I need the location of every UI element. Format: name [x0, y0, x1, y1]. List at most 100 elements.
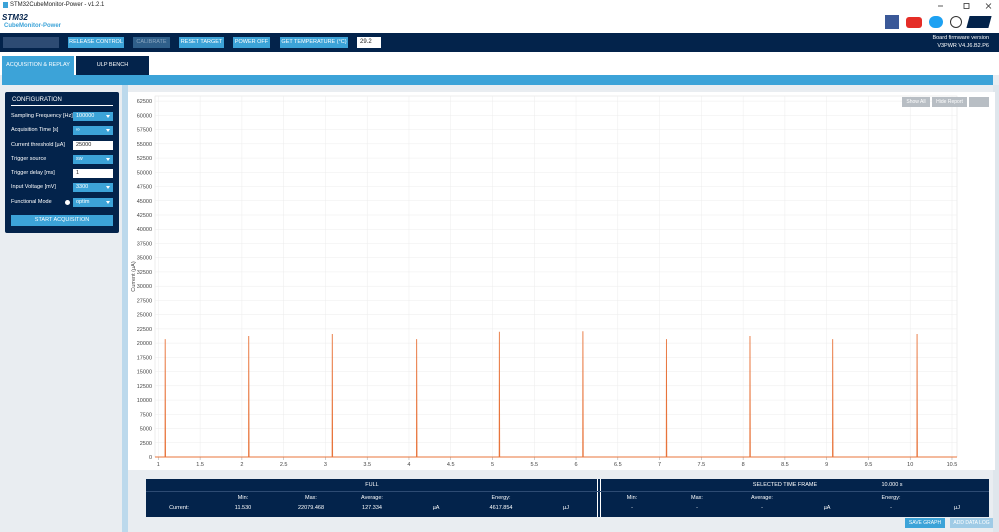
- stats-value: 22079.468: [298, 505, 324, 511]
- field-label: Current threshold [µA]: [11, 142, 65, 148]
- y-tick-label: 55000: [137, 142, 152, 148]
- panel-title: CONFIGURATION: [12, 97, 62, 103]
- release-control-button[interactable]: RELEASE CONTROL: [68, 37, 124, 48]
- window-controls[interactable]: [930, 0, 996, 12]
- y-tick-label: 60000: [137, 113, 152, 119]
- field-select[interactable]: 3300: [73, 183, 113, 192]
- youtube-icon[interactable]: [906, 17, 922, 28]
- temperature-field: 29.2: [357, 37, 381, 48]
- y-tick-label: 27500: [137, 298, 152, 304]
- field-select[interactable]: sw: [73, 155, 113, 164]
- field-select[interactable]: 100000: [73, 112, 113, 121]
- splitter[interactable]: [122, 85, 128, 532]
- x-tick-label: 8: [742, 462, 745, 468]
- twitter-icon[interactable]: [929, 16, 943, 28]
- stats-header: Average:: [361, 495, 383, 501]
- field-label: Trigger source: [11, 156, 47, 162]
- stats-unit: µJ: [954, 505, 960, 511]
- stats-unit: µA: [823, 505, 831, 511]
- save-graph-button[interactable]: SAVE GRAPH: [905, 518, 945, 528]
- header: STM32 CubeMonitor-Power: [0, 12, 999, 33]
- stats-header: Min:: [237, 495, 249, 501]
- x-tick-label: 2: [240, 462, 243, 468]
- x-tick-label: 9.5: [865, 462, 873, 468]
- x-tick-label: 10.5: [947, 462, 958, 468]
- field-select[interactable]: ∞: [73, 126, 113, 135]
- y-tick-label: 62500: [137, 99, 152, 105]
- tab-strip: [2, 75, 993, 85]
- network-icon[interactable]: [950, 16, 962, 28]
- add-data-log-button: ADD DATA LOG: [950, 518, 993, 528]
- hide-report-button[interactable]: Hide Report: [932, 97, 967, 107]
- x-tick-label: 10: [907, 462, 913, 468]
- stats-unit: µJ: [563, 505, 569, 511]
- stats-value: -: [696, 505, 698, 511]
- field-input[interactable]: 1: [73, 169, 113, 178]
- y-tick-label: 45000: [137, 199, 152, 205]
- firmware-label: Board firmware version: [932, 35, 989, 41]
- y-tick-label: 15000: [137, 370, 152, 376]
- stats-header: Min:: [626, 495, 638, 501]
- show-all-button[interactable]: Show All: [902, 97, 930, 107]
- stats-unit: µA: [432, 505, 440, 511]
- panel-divider: [11, 105, 113, 106]
- x-tick-label: 5.5: [530, 462, 538, 468]
- tab-bar: ACQUISITION & REPLAY ULP BENCH: [0, 52, 999, 75]
- y-tick-label: 2500: [140, 441, 152, 447]
- field-label: Functional Mode: [11, 199, 52, 205]
- reset-target-button[interactable]: RESET TARGET: [179, 37, 224, 48]
- tab-ulp-bench[interactable]: ULP BENCH: [76, 56, 149, 75]
- field-input[interactable]: 25000: [73, 141, 113, 150]
- field-label: Input Voltage [mV]: [11, 184, 56, 190]
- y-tick-label: 42500: [137, 213, 152, 219]
- title-bar: STM32CubeMonitor-Power - v1.2.1: [0, 0, 999, 12]
- configuration-panel: CONFIGURATION Sampling Frequency [Hz] 10…: [5, 92, 119, 233]
- logo-text: STM32: [2, 13, 28, 22]
- x-tick-label: 5: [491, 462, 494, 468]
- x-tick-label: 1.5: [196, 462, 204, 468]
- scrollbar[interactable]: [993, 85, 999, 532]
- device-select[interactable]: [3, 37, 59, 48]
- y-tick-label: 32500: [137, 270, 152, 276]
- info-icon[interactable]: [65, 200, 70, 205]
- stats-header: Energy:: [881, 495, 901, 501]
- power-off-button[interactable]: POWER OFF: [233, 37, 270, 48]
- y-axis-title: Current (µA): [131, 261, 137, 292]
- stats-value: 127.334: [362, 505, 382, 511]
- y-tick-label: 50000: [137, 170, 152, 176]
- field-select[interactable]: optim: [73, 198, 113, 207]
- stats-value: -: [890, 505, 892, 511]
- stats-rule: [146, 491, 989, 492]
- stats-header: Energy:: [491, 495, 511, 501]
- y-tick-label: 0: [149, 455, 152, 461]
- settings-button[interactable]: [969, 97, 989, 107]
- tab-acquisition[interactable]: ACQUISITION & REPLAY: [2, 56, 74, 75]
- stats-value: 11.530: [234, 505, 252, 511]
- stats-duration: 10.000 s: [881, 482, 903, 488]
- get-temperature-button[interactable]: GET TEMPERATURE (°C): [280, 37, 348, 48]
- y-tick-label: 7500: [140, 412, 152, 418]
- y-tick-label: 52500: [137, 156, 152, 162]
- stats-value: -: [761, 505, 763, 511]
- chart: 0250050007500100001250015000175002000022…: [131, 95, 958, 477]
- start-acquisition-button[interactable]: START ACQUISITION: [11, 215, 113, 226]
- facebook-icon[interactable]: [885, 15, 899, 29]
- x-tick-label: 8.5: [781, 462, 789, 468]
- y-tick-label: 22500: [137, 327, 152, 333]
- y-tick-label: 40000: [137, 227, 152, 233]
- stats-header: Max:: [691, 495, 703, 501]
- stats-value: 4617.854: [489, 505, 513, 511]
- x-tick-label: 6: [575, 462, 578, 468]
- y-tick-label: 57500: [137, 128, 152, 134]
- stats-divider: [597, 479, 598, 517]
- calibrate-button: CALIBRATE: [133, 37, 170, 48]
- stats-row-label: Current:: [169, 505, 189, 511]
- x-tick-label: 6.5: [614, 462, 622, 468]
- field-label: Acquisition Time [s]: [11, 127, 59, 133]
- x-tick-label: 4.5: [447, 462, 455, 468]
- x-tick-label: 1: [157, 462, 160, 468]
- y-tick-label: 35000: [137, 256, 152, 262]
- stats-table: FULL SELECTED TIME FRAME 10.000 s Min: M…: [146, 479, 989, 517]
- x-tick-label: 7.5: [698, 462, 706, 468]
